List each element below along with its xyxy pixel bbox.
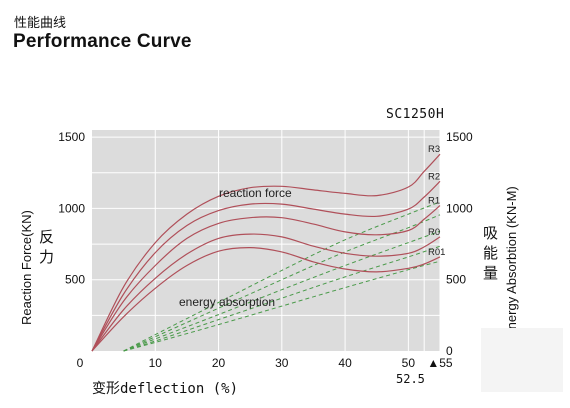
x-tick-label: 50 [402, 356, 416, 370]
title-chinese: 性能曲线 [14, 16, 67, 31]
series-label-r2: R2 [428, 171, 440, 182]
y-left-tick-label: 1500 [58, 130, 85, 144]
energy-curve-r3 [123, 201, 441, 352]
x-tick-label: 10 [149, 356, 163, 370]
series-label-r01: R01 [428, 247, 445, 258]
svg-text:吸能量: 吸能量 [483, 224, 498, 282]
x-tick-extra-label: 52.5 [396, 372, 425, 386]
reaction-curve-r1 [91, 205, 441, 352]
reaction-curve-r0 [91, 233, 441, 352]
series-label-r1: R1 [428, 196, 440, 207]
page-title: Performance Curve [13, 31, 192, 52]
series-label-r0: R0 [428, 227, 440, 238]
x-tick-label: 0 [77, 356, 84, 370]
energy-curve-r1 [123, 230, 441, 352]
y-right-tick-label: 1500 [446, 130, 473, 144]
x-tick-label: 30 [275, 356, 289, 370]
y-right-tick-label: 500 [446, 273, 466, 287]
y-right-axis-label: Energy Absorbtion (KN-M) [504, 186, 519, 338]
svg-text:反力: 反力 [39, 228, 54, 266]
x-axis-label: 变形deflection (%) [92, 381, 239, 397]
reaction-curve-r2 [91, 180, 441, 352]
watermark-box [481, 328, 563, 392]
y-right-tick-label: 0 [446, 344, 453, 358]
energy-curve-r01 [123, 260, 441, 352]
x-tick-label: ▲55 [427, 356, 453, 370]
y-left-axis-label: Reaction Force(KN) [19, 210, 34, 325]
energy-absorption-annotation: energy absorption [179, 295, 275, 309]
series-label-r3: R3 [428, 144, 440, 155]
reaction-force-annotation: reaction force [219, 186, 292, 200]
reaction-curve-r3 [91, 153, 441, 352]
x-tick-label: 40 [338, 356, 352, 370]
y-right-axis-label-cn: 吸能量 [482, 222, 498, 293]
y-right-tick-label: 1000 [446, 201, 473, 215]
y-left-tick-label: 1000 [58, 201, 85, 215]
y-left-tick-label: 500 [65, 273, 85, 287]
energy-curve-r2 [123, 214, 441, 352]
x-tick-label: 20 [212, 356, 226, 370]
model-label: SC1250H [386, 107, 445, 122]
reaction-curve-r01 [91, 246, 441, 352]
y-left-axis-label-cn: 反力 [38, 226, 54, 291]
plot-area [92, 130, 440, 351]
